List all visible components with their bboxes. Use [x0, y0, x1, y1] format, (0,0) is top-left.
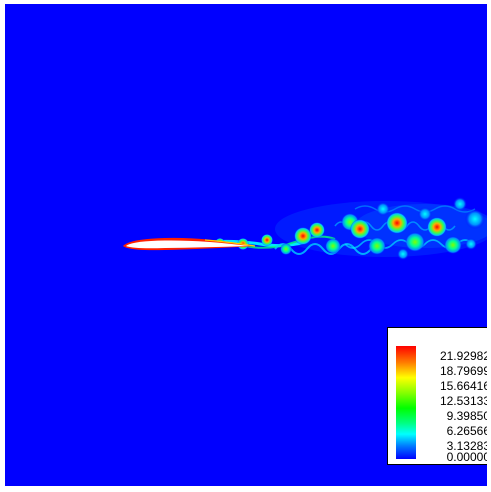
- colorbar-tick: 21.92982: [439, 349, 487, 363]
- colorbar-tick: 15.66416: [439, 379, 487, 393]
- colorbar-tick: 0.00000: [446, 450, 487, 464]
- colorbar-gradient: [396, 346, 416, 459]
- vorticity-field-image: [123, 197, 487, 260]
- vorticity-field-plot: 21.92982 18.79699 15.66416 12.53133 9.39…: [5, 4, 487, 486]
- colorbar-tick: 18.79699: [439, 364, 487, 378]
- colorbar-tick: 12.53133: [439, 394, 487, 408]
- colorbar-tick: 6.26566: [446, 424, 487, 438]
- colorbar-tick: 9.39850: [446, 409, 487, 423]
- colorbar-tick: 3.13283: [446, 439, 487, 453]
- wake-region: [209, 197, 487, 260]
- airfoil: [123, 237, 256, 251]
- colorbar-legend: 21.92982 18.79699 15.66416 12.53133 9.39…: [387, 327, 487, 465]
